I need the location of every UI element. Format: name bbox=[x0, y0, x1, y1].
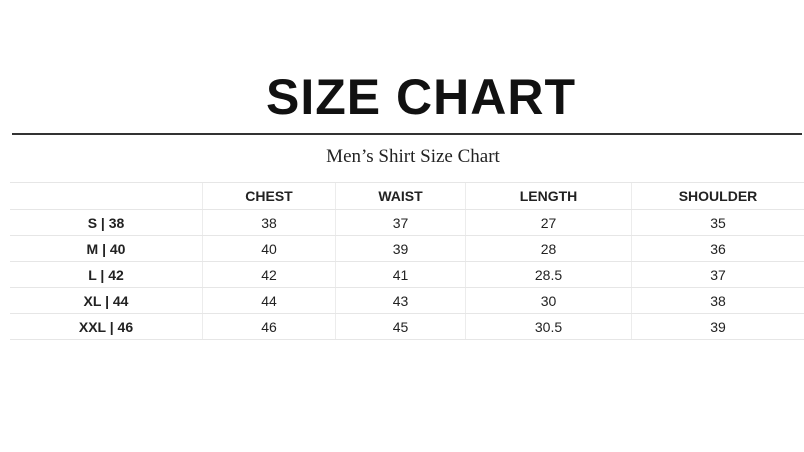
subtitle: Men’s Shirt Size Chart bbox=[326, 146, 500, 167]
table-cell: 36 bbox=[631, 235, 804, 262]
size-label: L | 42 bbox=[10, 261, 203, 288]
table-cell: 39 bbox=[631, 313, 804, 340]
table-row: XXL | 46 46 45 30.5 39 bbox=[10, 313, 804, 340]
table-cell: 41 bbox=[335, 261, 466, 288]
table-cell: 44 bbox=[202, 287, 336, 314]
size-label: M | 40 bbox=[10, 235, 203, 262]
divider bbox=[12, 133, 802, 135]
table-cell: 38 bbox=[631, 287, 804, 314]
page-title: SIZE CHART bbox=[266, 69, 576, 125]
table-row: M | 40 40 39 28 36 bbox=[10, 235, 804, 262]
header-chest: CHEST bbox=[202, 182, 336, 210]
table-cell: 30.5 bbox=[465, 313, 632, 340]
table-cell: 30 bbox=[465, 287, 632, 314]
table-cell: 46 bbox=[202, 313, 336, 340]
header-length: LENGTH bbox=[465, 182, 632, 210]
table-cell: 39 bbox=[335, 235, 466, 262]
table-cell: 42 bbox=[202, 261, 336, 288]
table-cell: 28 bbox=[465, 235, 632, 262]
header-row: CHEST WAIST LENGTH SHOULDER bbox=[10, 182, 804, 210]
table-cell: 37 bbox=[335, 209, 466, 236]
size-label: S | 38 bbox=[10, 209, 203, 236]
header-shoulder: SHOULDER bbox=[631, 182, 804, 210]
size-label: XL | 44 bbox=[10, 287, 203, 314]
table-cell: 38 bbox=[202, 209, 336, 236]
table-row: XL | 44 44 43 30 38 bbox=[10, 287, 804, 314]
size-table: CHEST WAIST LENGTH SHOULDER S | 38 38 37 27… bbox=[10, 182, 804, 340]
size-label: XXL | 46 bbox=[10, 313, 203, 340]
table-cell: 43 bbox=[335, 287, 466, 314]
header-waist: WAIST bbox=[335, 182, 466, 210]
table-cell: 40 bbox=[202, 235, 336, 262]
table-cell: 37 bbox=[631, 261, 804, 288]
header-cell bbox=[10, 182, 203, 210]
table-cell: 45 bbox=[335, 313, 466, 340]
table-row: S | 38 38 37 27 35 bbox=[10, 209, 804, 236]
table-cell: 28.5 bbox=[465, 261, 632, 288]
table-cell: 35 bbox=[631, 209, 804, 236]
table-cell: 27 bbox=[465, 209, 632, 236]
table-row: L | 42 42 41 28.5 37 bbox=[10, 261, 804, 288]
